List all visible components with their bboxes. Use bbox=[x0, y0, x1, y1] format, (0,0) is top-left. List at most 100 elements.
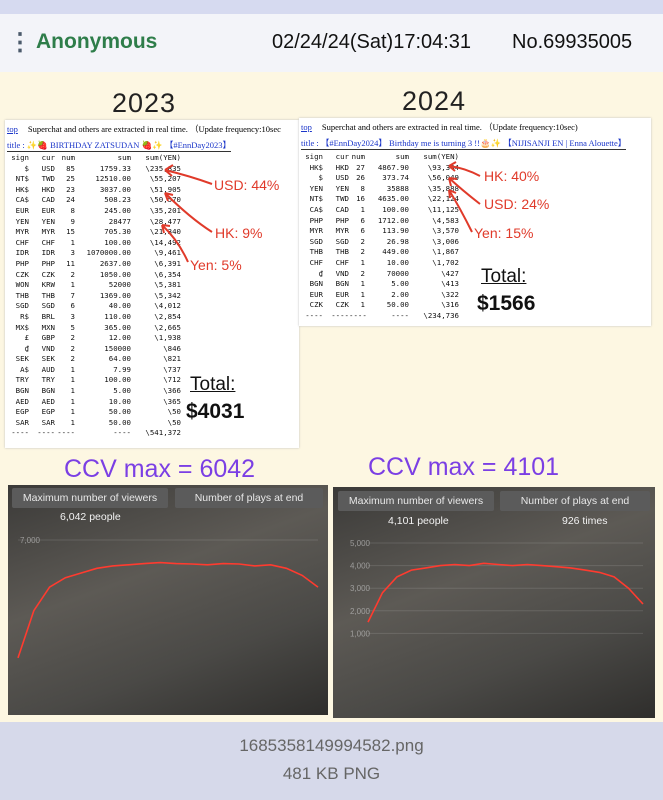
table-cell: 8 bbox=[70, 205, 75, 215]
table-cell: \50 bbox=[167, 417, 181, 427]
table-cell: \2,854 bbox=[154, 311, 181, 321]
table-cell: MYR bbox=[15, 227, 29, 237]
year-heading: 2024 bbox=[402, 86, 467, 116]
table-cell: 1 bbox=[360, 279, 365, 289]
notice-text: Superchat and others are extracted in re… bbox=[321, 122, 578, 132]
table-cell: £ bbox=[24, 333, 29, 343]
post-number[interactable]: No.69935005 bbox=[512, 31, 633, 53]
table-row: MYR MYR 6 113.90 \3,570 bbox=[303, 226, 459, 237]
table-cell: 365.00 bbox=[104, 322, 131, 332]
total-value: $4031 bbox=[186, 400, 245, 423]
tab[interactable]: Maximum number of viewers bbox=[12, 488, 168, 508]
table-cell: 373.74 bbox=[382, 173, 409, 183]
table-row: IDR IDR 3 1070000.00 \9,461 bbox=[9, 248, 181, 259]
table-cell: 3 bbox=[70, 248, 75, 258]
table-cell: sum(YEN) bbox=[423, 152, 459, 161]
file-size: 481 KB PNG bbox=[282, 764, 381, 783]
table-cell: PHP bbox=[309, 215, 323, 225]
table-cell: R$ bbox=[20, 311, 29, 321]
table-cell: BGN bbox=[41, 386, 55, 396]
table-row: PHP PHP 11 2637.00 \6,391 bbox=[9, 259, 181, 270]
table-cell: 50.00 bbox=[386, 300, 409, 310]
table-cell: SGD bbox=[309, 236, 323, 246]
table-cell: 70000 bbox=[386, 268, 409, 278]
table-row: THB THB 7 1369.00 \5,342 bbox=[9, 291, 181, 302]
table-cell: \1,867 bbox=[432, 247, 459, 257]
table-cell: 2 bbox=[360, 268, 365, 278]
file-name[interactable]: 1685358149994582.png bbox=[239, 736, 424, 755]
table-row: PHP PHP 6 1712.00 \4,583 bbox=[303, 216, 459, 227]
tab[interactable]: Maximum number of viewers bbox=[338, 491, 494, 511]
table-cell: 100.00 bbox=[104, 237, 131, 247]
table-cell: 25 bbox=[66, 174, 75, 184]
table-cell: 26.98 bbox=[386, 236, 409, 246]
table-cell: num bbox=[61, 153, 75, 162]
year-heading: 2023 bbox=[112, 88, 177, 118]
table-cell: \11,125 bbox=[427, 204, 459, 214]
table-cell: THB bbox=[15, 290, 29, 300]
table-cell: \22,124 bbox=[427, 194, 459, 204]
table-cell: 1 bbox=[70, 280, 75, 290]
table-cell: 1759.33 bbox=[99, 163, 131, 173]
table-cell: \55,207 bbox=[149, 174, 181, 184]
table-cell: CHF bbox=[41, 237, 55, 247]
readout: 926 times bbox=[562, 515, 608, 527]
tab[interactable]: Number of plays at end bbox=[175, 488, 323, 508]
table-cell: BGN bbox=[335, 279, 349, 289]
table-cell: THB bbox=[309, 247, 323, 257]
table-cell: \3,570 bbox=[432, 226, 459, 236]
table-row: TRY TRY 1 100.00 \712 bbox=[9, 375, 181, 386]
table-cell: NT$ bbox=[15, 174, 29, 184]
notice-line: top Superchat and others are extracted in… bbox=[301, 121, 578, 133]
notice-text: Superchat and others are extracted in re… bbox=[27, 124, 281, 134]
table-cell: 1 bbox=[360, 204, 365, 214]
table-cell: 113.90 bbox=[382, 226, 409, 236]
table-cell: IDR bbox=[41, 248, 55, 258]
table-cell: \1,938 bbox=[154, 333, 181, 343]
file-info bbox=[0, 722, 663, 800]
table-cell: SGD bbox=[335, 236, 349, 246]
table-cell: CZK bbox=[309, 300, 323, 310]
top-link[interactable]: top bbox=[301, 122, 312, 132]
table-row: HK$ HKD 23 3037.00 \51,905 bbox=[9, 185, 181, 196]
table-cell: 27 bbox=[356, 162, 365, 172]
table-row: CA$ CAD 1 100.00 \11,125 bbox=[303, 205, 459, 216]
tab[interactable]: Number of plays at end bbox=[500, 491, 650, 511]
table-cell: EUR bbox=[41, 205, 55, 215]
table-cell: VND bbox=[335, 268, 349, 278]
table-cell: SAR bbox=[41, 417, 55, 427]
table-cell: SEK bbox=[41, 354, 55, 364]
table-cell: \322 bbox=[441, 289, 459, 299]
table-cell: EUR bbox=[335, 289, 349, 299]
table-cell: 1 bbox=[70, 396, 75, 406]
table-cell: 2637.00 bbox=[99, 258, 131, 268]
top-link[interactable]: top bbox=[7, 124, 18, 134]
share-annotation: Yen: 15% bbox=[474, 225, 534, 241]
table-cell: \28,477 bbox=[149, 216, 181, 226]
share-annotation: HK: 9% bbox=[215, 225, 263, 241]
table-cell: 1 bbox=[70, 364, 75, 374]
table-cell: USD bbox=[335, 173, 349, 183]
table-cell: sum(YEN) bbox=[145, 153, 181, 162]
table-cell: CHF bbox=[309, 257, 323, 267]
table-cell: \1,702 bbox=[432, 257, 459, 267]
table-cell: \35,201 bbox=[149, 205, 181, 215]
table-cell: sum bbox=[395, 152, 409, 161]
table-cell: 8 bbox=[360, 183, 365, 193]
table-cell: $ bbox=[24, 163, 29, 173]
table-cell: \235,835 bbox=[145, 163, 181, 173]
table-cell: \5,342 bbox=[154, 290, 181, 300]
ccv-heading: CCV max = 6042 bbox=[64, 455, 256, 483]
table-cell: CA$ bbox=[15, 195, 29, 205]
table-cell: ---- bbox=[37, 428, 55, 438]
table-cell: YEN bbox=[41, 216, 55, 226]
readout: 6,042 people bbox=[60, 511, 121, 523]
menu-icon[interactable]: ⋮ bbox=[8, 29, 32, 56]
table-cell: \51,905 bbox=[149, 184, 181, 194]
table-cell: NT$ bbox=[309, 194, 323, 204]
table-cell: 2.00 bbox=[391, 289, 409, 299]
table-cell: CZK bbox=[41, 269, 55, 279]
table-row: EUR EUR 1 2.00 \322 bbox=[303, 290, 459, 301]
table-cell: 26 bbox=[356, 173, 365, 183]
table-cell: AUD bbox=[41, 364, 55, 374]
